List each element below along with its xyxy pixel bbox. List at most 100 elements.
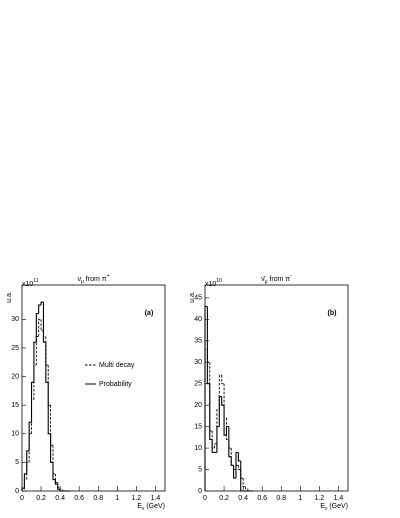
histogram-step [221, 375, 225, 385]
y-tick-label: 25 [11, 345, 19, 352]
histogram-step [237, 465, 241, 470]
y-tick-label: 15 [11, 402, 19, 409]
panel-label: (b) [328, 310, 337, 317]
axis-multiplier-part: x10 [205, 281, 216, 288]
histogram-step [237, 452, 241, 462]
histogram-step [225, 426, 229, 436]
y-tick-label: 5 [198, 466, 202, 473]
legend-label: Probability [99, 381, 132, 388]
x-axis-label-part: ν [325, 506, 328, 512]
axis-multiplier: x1010 [205, 278, 222, 288]
histogram-step [38, 304, 42, 314]
chart-title-part: μ [265, 279, 268, 285]
y-axis-label: u.a. [189, 291, 196, 303]
x-tick-label: 1.4 [151, 495, 161, 502]
y-tick-label: 20 [194, 402, 202, 409]
chart-title-part: ν [77, 276, 81, 283]
histogram-step [30, 381, 34, 423]
chart-title-part: - [290, 273, 292, 279]
histogram-step [209, 383, 213, 441]
x-axis-label-part: (GeV) [144, 503, 165, 510]
histogram-step [223, 405, 227, 436]
x-tick-label: 0 [20, 495, 24, 502]
histogram-step [242, 478, 246, 488]
panel-label: (a) [145, 310, 154, 317]
histogram-step [245, 486, 248, 490]
histogram-step [230, 456, 234, 466]
x-tick-label: 1 [115, 495, 119, 502]
histogram-step [216, 426, 220, 453]
histogram-step [40, 301, 44, 306]
x-axis-label-part: E [137, 503, 142, 510]
axis-multiplier-part: x10 [22, 281, 33, 288]
y-tick-label: 25 [194, 381, 202, 388]
histogram-step [240, 460, 244, 492]
histogram-step [218, 374, 222, 410]
histogram-step [211, 439, 215, 453]
y-tick-label: 45 [194, 295, 202, 302]
x-tick-label: 1 [298, 495, 302, 502]
histogram-step [23, 473, 27, 489]
x-axis-label-part: (GeV) [327, 503, 348, 510]
y-tick-label: 10 [11, 431, 19, 438]
histogram-step [233, 465, 236, 479]
axis-multiplier-part: 10 [216, 278, 222, 284]
chart-title: ν̄μ from π- [261, 273, 292, 285]
x-tick-label: 0 [203, 495, 207, 502]
x-tick-label: 0.8 [93, 495, 103, 502]
histogram-step [204, 305, 208, 491]
y-tick-label: 0 [198, 488, 202, 495]
histogram-step [59, 489, 63, 492]
y-tick-label: 5 [15, 459, 19, 466]
y-tick-label: 15 [194, 423, 202, 430]
axis-multiplier: x1011 [22, 278, 39, 288]
histogram-step [33, 341, 37, 383]
histogram-step [52, 462, 56, 481]
histogram-step [50, 433, 53, 463]
x-tick-label: 0.4 [55, 495, 65, 502]
x-tick-label: 0.6 [257, 495, 267, 502]
histogram-step [218, 396, 222, 427]
histogram-step [28, 421, 32, 451]
y-tick-label: 20 [11, 373, 19, 380]
x-tick-label: 0.2 [219, 495, 229, 502]
histogram-step [35, 313, 39, 343]
y-tick-label: 35 [194, 338, 202, 345]
plot-frame [21, 284, 166, 492]
histogram-step [54, 479, 58, 485]
x-axis-label-part: ν [142, 506, 145, 512]
histogram-step [235, 451, 239, 479]
histogram-step [45, 342, 49, 383]
histogram-step [47, 382, 51, 435]
histogram-step [21, 487, 25, 491]
chart-title-part: from π [267, 276, 290, 283]
x-axis-label-part: E [320, 503, 325, 510]
histogram-step [221, 396, 225, 406]
histogram-step [206, 306, 210, 385]
x-axis-label: Eν (GeV) [320, 503, 348, 512]
histogram-step [228, 426, 232, 458]
x-axis-label: Eν (GeV) [137, 503, 165, 512]
histogram-step [216, 409, 220, 444]
y-tick-label: 10 [194, 445, 202, 452]
histogram-step [38, 318, 42, 337]
histogram-step [26, 450, 30, 474]
histogram-step [42, 302, 46, 343]
x-tick-label: 0.4 [238, 495, 248, 502]
x-tick-label: 0.6 [74, 495, 84, 502]
y-tick-label: 0 [15, 488, 19, 495]
histogram-step [57, 484, 61, 490]
axis-multiplier-part: 11 [33, 278, 38, 284]
chart-title-part: μ [81, 279, 84, 285]
y-tick-label: 30 [11, 316, 19, 323]
chart-title-part: ν̄ [261, 276, 266, 283]
x-tick-label: 1.2 [132, 495, 142, 502]
legend-label: Multi decay [99, 362, 135, 369]
chart-title-part: + [107, 273, 110, 279]
y-tick-label: 30 [194, 359, 202, 366]
x-tick-label: 0.2 [36, 495, 46, 502]
x-tick-label: 1.2 [315, 495, 325, 502]
histogram-step [214, 443, 217, 449]
chart-title: νμ from π+ [77, 273, 109, 285]
